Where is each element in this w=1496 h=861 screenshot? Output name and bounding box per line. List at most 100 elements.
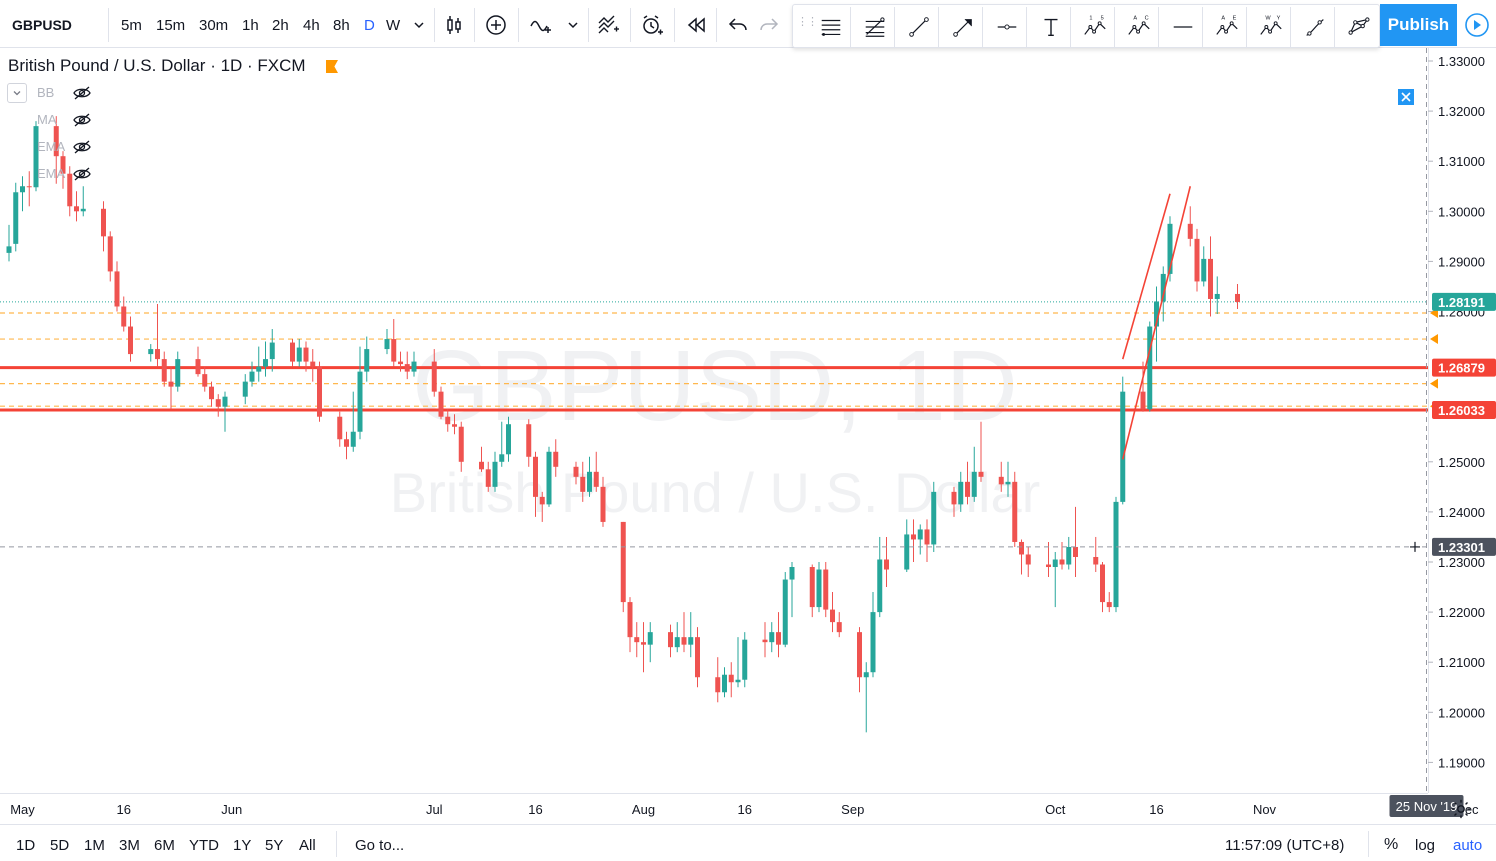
wave-label-y: Y bbox=[1276, 16, 1280, 22]
pattern-icon[interactable] bbox=[1339, 7, 1379, 47]
candle-body bbox=[168, 381, 174, 387]
wave-label-c: C bbox=[1144, 16, 1148, 22]
range-1y[interactable]: 1Y bbox=[233, 837, 252, 854]
candle-body bbox=[1167, 223, 1173, 274]
candle-body bbox=[715, 677, 721, 693]
range-5y[interactable]: 5Y bbox=[265, 837, 284, 854]
divider bbox=[674, 8, 675, 42]
horizontal-lines-icon[interactable] bbox=[811, 7, 851, 47]
candle-body bbox=[256, 366, 262, 372]
alert-icon[interactable] bbox=[636, 8, 668, 42]
arrow-icon[interactable] bbox=[943, 7, 983, 47]
indicators-icon[interactable] bbox=[524, 8, 556, 42]
candle-body bbox=[904, 534, 910, 570]
candle-body bbox=[1066, 546, 1072, 565]
redo-icon[interactable] bbox=[753, 8, 785, 42]
interval-4h[interactable]: 4h bbox=[303, 17, 320, 34]
candle-body bbox=[398, 361, 403, 365]
range-ytd[interactable]: YTD bbox=[189, 837, 219, 854]
collapse-icon[interactable] bbox=[1398, 89, 1414, 105]
support-price-label: 1.26879 bbox=[1438, 361, 1485, 376]
price-axis[interactable]: 1.330001.320001.310001.300001.290001.280… bbox=[1428, 48, 1496, 793]
range-6m[interactable]: 6M bbox=[154, 837, 175, 854]
publish-button[interactable]: Publish bbox=[1380, 4, 1457, 46]
candle-body bbox=[53, 126, 59, 157]
candle-body bbox=[404, 364, 410, 372]
interval-5m[interactable]: 5m bbox=[121, 17, 142, 34]
drag-handle-icon[interactable]: ⋮⋮ bbox=[797, 16, 818, 28]
last-price-label: 1.28191 bbox=[1438, 295, 1485, 310]
time-tick-label: Oct bbox=[1045, 802, 1066, 817]
eye-crossed-icon[interactable] bbox=[72, 112, 92, 128]
interval-8h[interactable]: 8h bbox=[333, 17, 350, 34]
indicator-ema[interactable]: EMA bbox=[37, 139, 66, 154]
candle-body bbox=[1120, 391, 1126, 502]
interval-1h[interactable]: 1h bbox=[242, 17, 259, 34]
time-tick-label: 16 bbox=[1149, 802, 1163, 817]
candle-body bbox=[782, 579, 788, 645]
wave-label-a: A bbox=[1221, 16, 1225, 22]
eye-crossed-icon[interactable] bbox=[72, 139, 92, 155]
candle-body bbox=[445, 416, 451, 425]
interval-15m[interactable]: 15m bbox=[156, 17, 186, 34]
interval-d[interactable]: D bbox=[364, 17, 375, 34]
indicator-ma[interactable]: MA bbox=[37, 112, 57, 127]
interval-w[interactable]: W bbox=[386, 17, 401, 34]
clock-timezone[interactable]: 11:57:09 (UTC+8) bbox=[1225, 837, 1345, 854]
support-price-label-bg bbox=[1432, 401, 1496, 420]
candle-body bbox=[1194, 238, 1200, 282]
candle-body bbox=[269, 342, 275, 360]
text-icon[interactable] bbox=[1031, 7, 1071, 47]
trend-line-icon[interactable] bbox=[899, 7, 939, 47]
chevron-down-icon[interactable] bbox=[406, 8, 432, 42]
fib-retracement-icon[interactable] bbox=[855, 7, 895, 47]
candle-body bbox=[526, 424, 532, 457]
chevron-down-icon[interactable] bbox=[560, 8, 586, 42]
candle-body bbox=[924, 529, 930, 545]
candlestick-icon[interactable] bbox=[438, 8, 470, 42]
price-chart[interactable]: GBPUSD, 1D British Pound / U.S. Dollar 1… bbox=[0, 48, 1496, 824]
indicators-toggle[interactable] bbox=[7, 83, 27, 103]
drawings bbox=[1121, 186, 1192, 460]
range-3m[interactable]: 3M bbox=[119, 837, 140, 854]
candle-body bbox=[870, 612, 876, 673]
flag-icon[interactable] bbox=[326, 60, 338, 73]
range-all[interactable]: All bbox=[299, 837, 316, 854]
candle-body bbox=[1012, 481, 1018, 542]
undo-icon[interactable] bbox=[722, 8, 754, 42]
interval-30m[interactable]: 30m bbox=[199, 17, 229, 34]
price-tick-label: 1.25000 bbox=[1438, 455, 1485, 470]
range-1d[interactable]: 1D bbox=[16, 837, 36, 854]
auto-scale-toggle[interactable]: auto bbox=[1453, 837, 1483, 854]
log-scale-toggle[interactable]: log bbox=[1415, 837, 1436, 854]
symbol-search[interactable]: GBPUSD bbox=[12, 17, 72, 33]
horizontal-line-icon[interactable] bbox=[1163, 7, 1203, 47]
candle-body bbox=[175, 359, 181, 387]
eye-crossed-icon[interactable] bbox=[72, 85, 92, 101]
candle-body bbox=[998, 476, 1004, 485]
candle-body bbox=[128, 326, 133, 355]
range-1m[interactable]: 1M bbox=[84, 837, 105, 854]
candle-body bbox=[74, 206, 79, 212]
play-icon[interactable] bbox=[1457, 4, 1496, 46]
ray-icon[interactable] bbox=[1295, 7, 1335, 47]
percent-scale-toggle[interactable]: % bbox=[1384, 836, 1399, 853]
indicator-bb[interactable]: BB bbox=[37, 85, 55, 100]
interval-2h[interactable]: 2h bbox=[272, 17, 289, 34]
bar-replay-icon[interactable] bbox=[680, 8, 712, 42]
add-compare-icon[interactable] bbox=[480, 8, 512, 42]
financials-icon[interactable] bbox=[592, 8, 624, 42]
range-5d[interactable]: 5D bbox=[50, 837, 70, 854]
indicator-ema[interactable]: EMA bbox=[37, 166, 66, 181]
candle-body bbox=[951, 491, 957, 505]
gear-icon[interactable] bbox=[1450, 798, 1472, 820]
eye-crossed-icon[interactable] bbox=[72, 166, 92, 182]
go-to-date-button[interactable]: Go to... bbox=[355, 837, 405, 854]
horizontal-ray-icon[interactable] bbox=[987, 7, 1027, 47]
